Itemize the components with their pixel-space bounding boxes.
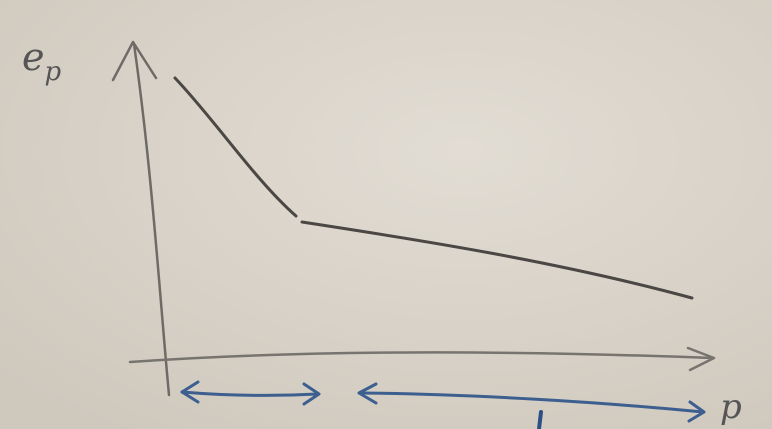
- arrowhead: [180, 380, 200, 404]
- x-axis-label: p: [720, 387, 742, 427]
- arrowhead: [357, 382, 378, 405]
- y-axis-label: ep: [22, 35, 62, 87]
- x-axis: [128, 351, 714, 364]
- blue-mark: [537, 410, 543, 429]
- y-axis-label-base: e: [22, 35, 45, 79]
- y-axis-label-subscript: p: [45, 57, 62, 87]
- arrowhead: [687, 400, 706, 423]
- x-axis-arrowhead: [686, 346, 716, 372]
- range-arrow-left: [180, 390, 320, 397]
- y-axis-arrowhead: [111, 40, 158, 82]
- curve-steep: [173, 76, 298, 218]
- range-arrow-right: [358, 391, 705, 414]
- y-axis: [132, 42, 171, 397]
- arrowhead: [302, 382, 321, 406]
- curve-flat: [300, 220, 694, 300]
